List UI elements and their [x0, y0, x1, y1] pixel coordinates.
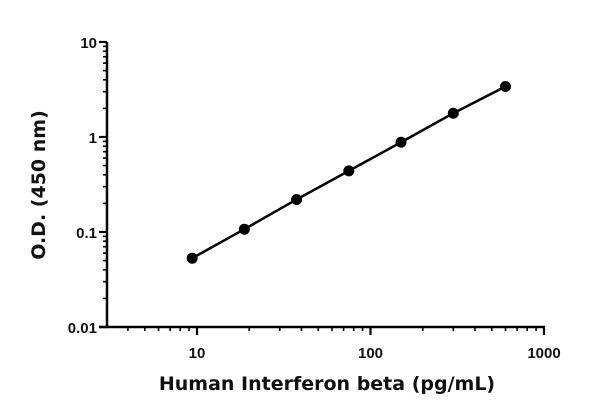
data-point	[500, 81, 512, 93]
data-point	[447, 107, 459, 119]
data-point	[343, 165, 355, 177]
x-tick-label: 10	[189, 345, 206, 362]
y-tick-label: 1	[89, 130, 97, 147]
x-tick-label: 100	[358, 345, 383, 362]
data-point	[395, 136, 407, 148]
x-tick-label: 1000	[527, 345, 560, 362]
y-axis-title: O.D. (450 nm)	[28, 110, 50, 260]
data-series	[186, 81, 512, 264]
data-point	[291, 193, 303, 205]
y-tick-label: 10	[80, 35, 97, 52]
y-tick-label: 0.01	[68, 320, 97, 337]
data-point	[238, 223, 250, 235]
x-axis-title: Human Interferon beta (pg/mL)	[159, 373, 495, 395]
y-tick-label: 0.1	[76, 225, 97, 242]
y-axis: 0.01 0.1 1 10	[68, 35, 109, 337]
data-point	[186, 252, 198, 264]
x-axis: 10 100 1000	[99, 325, 561, 362]
